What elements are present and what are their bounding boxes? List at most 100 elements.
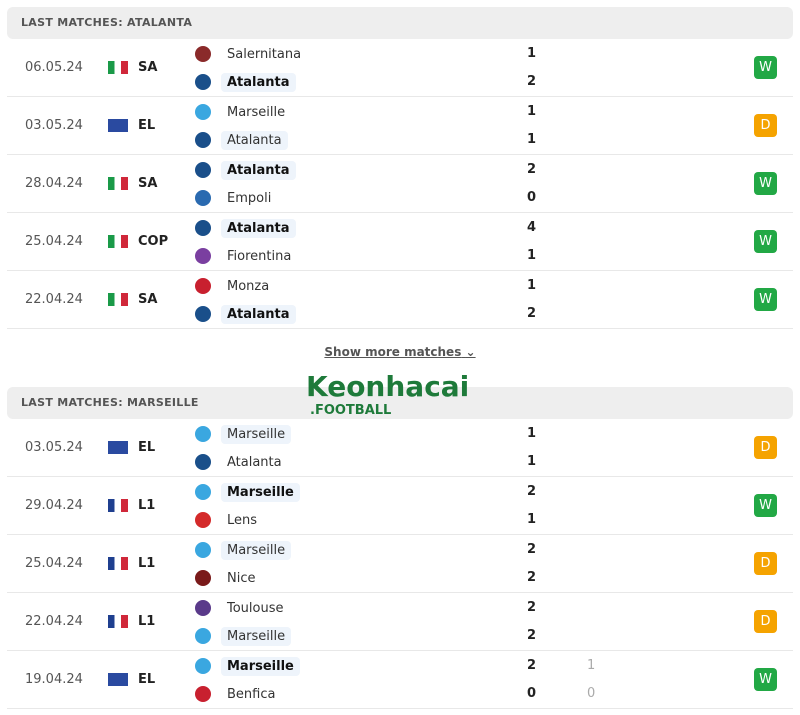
home-team[interactable]: Marseille (195, 423, 292, 445)
competition: SA (138, 60, 158, 75)
home-team[interactable]: Atalanta (195, 217, 296, 239)
team-name: Atalanta (221, 218, 296, 238)
france-flag-icon (108, 615, 128, 628)
watermark-logo: Keonhacai .FOOTBALL (306, 370, 470, 418)
competition: L1 (138, 556, 156, 571)
match-row[interactable]: 25.04.24 COP Atalanta Fiorentina 4 1 W (7, 213, 793, 271)
team-crest-icon (195, 74, 211, 90)
away-score: 2 (527, 570, 537, 585)
result-badge: W (754, 494, 777, 517)
show-more-matches-link[interactable]: Show more matches ⌄ (324, 345, 476, 359)
team-crest-icon (195, 454, 211, 470)
match-date: 25.04.24 (25, 234, 83, 249)
europe-flag-icon (108, 441, 128, 454)
result-badge: W (754, 56, 777, 79)
away-score: 2 (527, 74, 537, 89)
home-score: 2 (527, 162, 537, 177)
match-row[interactable]: 28.04.24 SA Atalanta Empoli 2 0 W (7, 155, 793, 213)
away-team[interactable]: Marseille (195, 625, 292, 647)
match-date: 03.05.24 (25, 440, 83, 455)
home-team[interactable]: Atalanta (195, 159, 296, 181)
home-score: 1 (527, 46, 537, 61)
away-team[interactable]: Atalanta (195, 451, 288, 473)
team-crest-icon (195, 686, 211, 702)
team-crest-icon (195, 570, 211, 586)
result-badge: D (754, 610, 777, 633)
match-row[interactable]: 03.05.24 EL Marseille Atalanta 1 1 D (7, 97, 793, 155)
match-date: 28.04.24 (25, 176, 83, 191)
match-row[interactable]: 22.04.24 L1 Toulouse Marseille 2 2 D (7, 593, 793, 651)
competition: EL (138, 440, 156, 455)
france-flag-icon (108, 499, 128, 512)
away-team[interactable]: Lens (195, 509, 263, 531)
away-team[interactable]: Atalanta (195, 129, 288, 151)
italy-flag-icon (108, 235, 128, 248)
team-crest-icon (195, 426, 211, 442)
italy-flag-icon (108, 293, 128, 306)
team-name: Marseille (227, 104, 286, 120)
competition: L1 (138, 614, 156, 629)
team-name: Salernitana (227, 46, 302, 62)
chevron-down-icon: ⌄ (465, 345, 476, 359)
home-score: 1 (527, 426, 537, 441)
team-name: Marseille (221, 424, 292, 444)
team-crest-icon (195, 220, 211, 236)
result-badge: W (754, 668, 777, 691)
match-row[interactable]: 25.04.24 L1 Marseille Nice 2 2 D (7, 535, 793, 593)
section-header: LAST MATCHES: MARSEILLE (7, 387, 793, 419)
team-name: Atalanta (221, 130, 288, 150)
europe-flag-icon (108, 673, 128, 686)
italy-flag-icon (108, 177, 128, 190)
team-crest-icon (195, 190, 211, 206)
competition: SA (138, 176, 158, 191)
team-crest-icon (195, 46, 211, 62)
away-team[interactable]: Fiorentina (195, 245, 297, 267)
home-score: 1 (527, 278, 537, 293)
home-team[interactable]: Marseille (195, 481, 300, 503)
match-row[interactable]: 19.04.24 EL Marseille Benfica 2 0 1 0 W (7, 651, 793, 709)
result-badge: D (754, 552, 777, 575)
away-score: 1 (527, 454, 537, 469)
away-team[interactable]: Atalanta (195, 303, 296, 325)
match-date: 03.05.24 (25, 118, 83, 133)
home-team[interactable]: Toulouse (195, 597, 290, 619)
result-badge: W (754, 230, 777, 253)
competition: EL (138, 672, 156, 687)
match-row[interactable]: 22.04.24 SA Monza Atalanta 1 2 W (7, 271, 793, 329)
team-name: Fiorentina (227, 248, 292, 264)
home-score: 4 (527, 220, 537, 235)
team-name: Marseille (221, 540, 292, 560)
home-team[interactable]: Marseille (195, 539, 292, 561)
match-date: 22.04.24 (25, 614, 83, 629)
team-crest-icon (195, 542, 211, 558)
team-name: Monza (227, 278, 270, 294)
match-row[interactable]: 06.05.24 SA Salernitana Atalanta 1 2 W (7, 39, 793, 97)
team-name: Atalanta (221, 304, 296, 324)
home-team[interactable]: Salernitana (195, 43, 307, 65)
team-name: Lens (227, 512, 258, 528)
home-team[interactable]: Marseille (195, 655, 300, 677)
away-team[interactable]: Empoli (195, 187, 277, 209)
result-badge: D (754, 436, 777, 459)
competition: L1 (138, 498, 156, 513)
match-date: 22.04.24 (25, 292, 83, 307)
away-team[interactable]: Benfica (195, 683, 281, 705)
team-crest-icon (195, 278, 211, 294)
home-score-extra: 1 (587, 658, 596, 673)
match-row[interactable]: 03.05.24 EL Marseille Atalanta 1 1 D (7, 419, 793, 477)
away-score-extra: 0 (587, 686, 596, 701)
away-team[interactable]: Nice (195, 567, 261, 589)
team-crest-icon (195, 162, 211, 178)
home-team[interactable]: Monza (195, 275, 275, 297)
home-team[interactable]: Marseille (195, 101, 291, 123)
team-name: Empoli (227, 190, 272, 206)
match-row[interactable]: 29.04.24 L1 Marseille Lens 2 1 W (7, 477, 793, 535)
away-score: 0 (527, 190, 537, 205)
team-name: Marseille (221, 482, 300, 502)
away-score: 1 (527, 132, 537, 147)
away-team[interactable]: Atalanta (195, 71, 296, 93)
section-header: LAST MATCHES: ATALANTA (7, 7, 793, 39)
away-score: 2 (527, 628, 537, 643)
result-badge: W (754, 288, 777, 311)
competition: EL (138, 118, 156, 133)
